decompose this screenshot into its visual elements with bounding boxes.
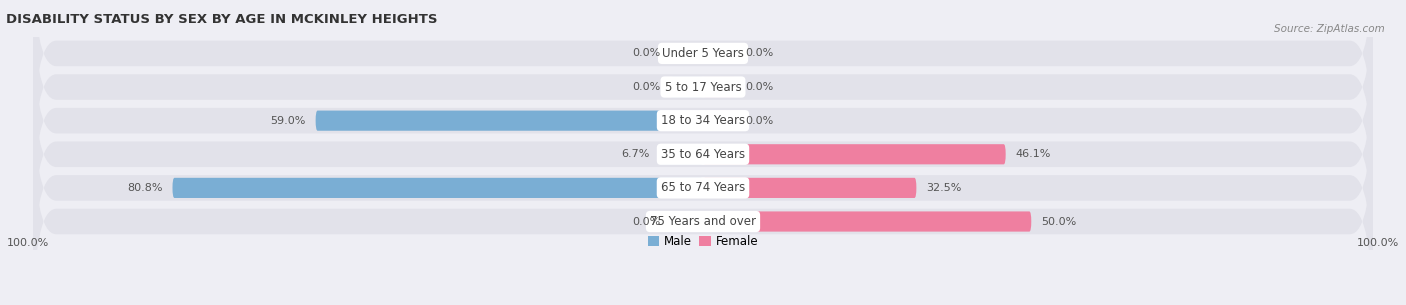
Text: 35 to 64 Years: 35 to 64 Years [661,148,745,161]
FancyBboxPatch shape [703,111,735,131]
Text: 32.5%: 32.5% [927,183,962,193]
Text: 5 to 17 Years: 5 to 17 Years [665,81,741,94]
Text: 100.0%: 100.0% [1357,239,1399,248]
Text: 50.0%: 50.0% [1040,217,1077,227]
Text: Source: ZipAtlas.com: Source: ZipAtlas.com [1274,24,1385,34]
Text: 0.0%: 0.0% [745,116,773,126]
Text: Under 5 Years: Under 5 Years [662,47,744,60]
Text: 59.0%: 59.0% [270,116,305,126]
Legend: Male, Female: Male, Female [648,235,758,249]
Text: 0.0%: 0.0% [633,48,661,59]
FancyBboxPatch shape [671,77,703,97]
FancyBboxPatch shape [34,83,1372,293]
Text: 65 to 74 Years: 65 to 74 Years [661,181,745,194]
Text: 18 to 34 Years: 18 to 34 Years [661,114,745,127]
Text: 80.8%: 80.8% [127,183,163,193]
FancyBboxPatch shape [34,16,1372,226]
FancyBboxPatch shape [671,211,703,231]
FancyBboxPatch shape [703,43,735,63]
Text: DISABILITY STATUS BY SEX BY AGE IN MCKINLEY HEIGHTS: DISABILITY STATUS BY SEX BY AGE IN MCKIN… [6,13,437,26]
FancyBboxPatch shape [703,178,917,198]
FancyBboxPatch shape [173,178,703,198]
FancyBboxPatch shape [34,0,1372,158]
FancyBboxPatch shape [34,0,1372,192]
FancyBboxPatch shape [659,144,703,164]
FancyBboxPatch shape [703,211,1031,231]
Text: 75 Years and over: 75 Years and over [650,215,756,228]
FancyBboxPatch shape [671,43,703,63]
Text: 6.7%: 6.7% [621,149,650,159]
FancyBboxPatch shape [315,111,703,131]
Text: 0.0%: 0.0% [745,48,773,59]
Text: 0.0%: 0.0% [745,82,773,92]
Text: 46.1%: 46.1% [1015,149,1050,159]
Text: 0.0%: 0.0% [633,82,661,92]
Text: 100.0%: 100.0% [7,239,49,248]
FancyBboxPatch shape [34,117,1372,305]
Text: 0.0%: 0.0% [633,217,661,227]
FancyBboxPatch shape [703,77,735,97]
FancyBboxPatch shape [34,49,1372,259]
FancyBboxPatch shape [703,144,1005,164]
